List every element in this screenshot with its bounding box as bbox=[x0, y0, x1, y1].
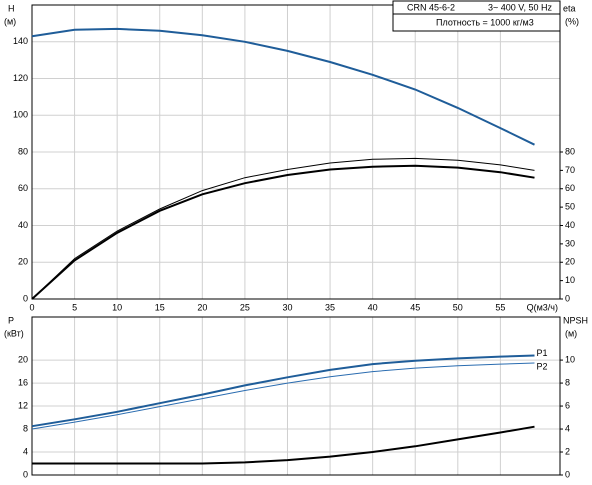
y2-tick-label: 2 bbox=[565, 446, 570, 456]
y2-tick-label: 50 bbox=[565, 202, 575, 212]
y2-axis-unit: (%) bbox=[565, 16, 579, 26]
y2-tick-label: 80 bbox=[565, 146, 575, 156]
y2-tick-label: 0 bbox=[565, 293, 570, 303]
y-tick-label: 100 bbox=[13, 110, 28, 120]
curve bbox=[31, 164, 535, 300]
x-tick-label: 40 bbox=[368, 302, 378, 312]
y-tick-label: 120 bbox=[13, 73, 28, 83]
y2-tick-label: 60 bbox=[565, 183, 575, 193]
y-axis-unit: (м) bbox=[4, 16, 16, 26]
x-tick-label: 10 bbox=[112, 302, 122, 312]
y2-tick-label: 40 bbox=[565, 220, 575, 230]
x-axis-label: Q(м3/ч) bbox=[527, 302, 558, 312]
x-tick-label: 25 bbox=[240, 302, 250, 312]
y2-tick-label: 10 bbox=[565, 354, 575, 364]
x-tick-label: 20 bbox=[197, 302, 207, 312]
y2-tick-label: 70 bbox=[565, 165, 575, 175]
x-tick-label: 5 bbox=[72, 302, 77, 312]
y2-tick-label: 8 bbox=[565, 377, 570, 387]
y-tick-label: 80 bbox=[18, 146, 28, 156]
y-tick-label: 12 bbox=[18, 400, 28, 410]
x-tick-label: 50 bbox=[453, 302, 463, 312]
x-tick-label: 45 bbox=[410, 302, 420, 312]
y-tick-label: 20 bbox=[18, 354, 28, 364]
series-label: P2 bbox=[536, 361, 547, 371]
y2-tick-label: 4 bbox=[565, 423, 570, 433]
y-tick-label: 16 bbox=[18, 377, 28, 387]
y2-axis-unit: (м) bbox=[565, 328, 577, 338]
plot-frame bbox=[31, 316, 561, 476]
curve bbox=[31, 27, 535, 146]
y-axis-label: H bbox=[8, 3, 15, 13]
curve bbox=[32, 425, 535, 465]
x-tick-label: 0 bbox=[29, 302, 34, 312]
y2-tick-label: 6 bbox=[565, 400, 570, 410]
y2-axis-label: NPSH bbox=[563, 315, 588, 325]
plot-frame bbox=[31, 4, 561, 300]
y-tick-label: 0 bbox=[23, 293, 28, 303]
curve bbox=[31, 157, 535, 300]
x-label-bg bbox=[520, 302, 560, 314]
x-tick-label: 55 bbox=[495, 302, 505, 312]
curve bbox=[31, 354, 535, 428]
y-tick-label: 4 bbox=[23, 446, 28, 456]
info-box bbox=[392, 0, 561, 32]
y-axis-unit: (кВт) bbox=[4, 328, 24, 338]
x-tick-label: 15 bbox=[155, 302, 165, 312]
y-axis-label: P bbox=[8, 315, 14, 325]
y2-tick-label: 30 bbox=[565, 238, 575, 248]
y-tick-label: 60 bbox=[18, 183, 28, 193]
supply: 3~ 400 V, 50 Hz bbox=[488, 2, 552, 12]
series-label: P1 bbox=[536, 348, 547, 358]
y2-tick-label: 0 bbox=[565, 469, 570, 479]
density: Плотность = 1000 кг/м3 bbox=[436, 17, 534, 27]
y-tick-label: 0 bbox=[23, 469, 28, 479]
x-tick-label: 35 bbox=[325, 302, 335, 312]
y2-axis-label: eta bbox=[563, 3, 576, 13]
y2-tick-label: 20 bbox=[565, 257, 575, 267]
y2-tick-label: 10 bbox=[565, 275, 575, 285]
y-tick-label: 20 bbox=[18, 257, 28, 267]
y-tick-label: 40 bbox=[18, 220, 28, 230]
y-tick-label: 8 bbox=[23, 423, 28, 433]
x-tick-label: 30 bbox=[282, 302, 292, 312]
y-tick-label: 140 bbox=[13, 36, 28, 46]
model: CRN 45-6-2 bbox=[407, 2, 455, 12]
curve bbox=[31, 362, 535, 430]
